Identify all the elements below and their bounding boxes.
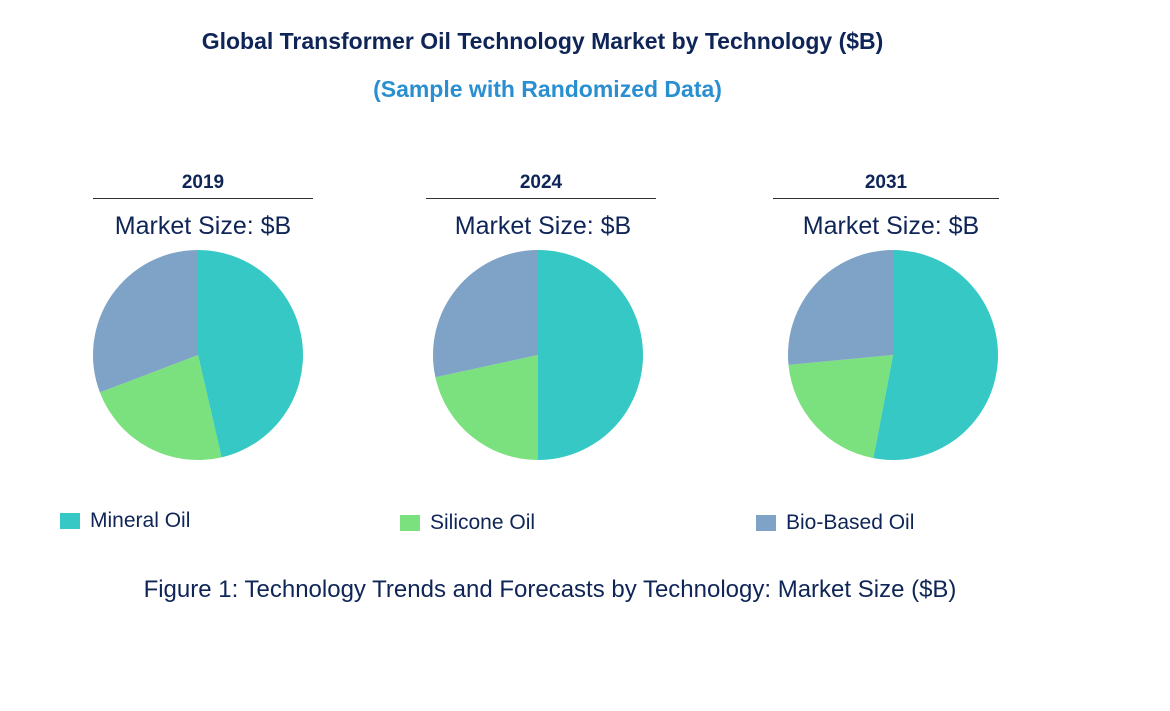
legend-swatch: [400, 515, 420, 531]
chart-title: Global Transformer Oil Technology Market…: [201, 28, 884, 54]
market-size-label-2031: Market Size: $B: [802, 212, 980, 240]
market-size-label-2024: Market Size: $B: [454, 212, 632, 240]
pie-slice-2019-mineral-oil: [198, 250, 304, 458]
pie-slice-2031-bio-based-oil: [788, 250, 893, 365]
legend-bio-based-oil: Bio-Based Oil: [756, 511, 914, 535]
figure-caption: Figure 1: Technology Trends and Forecast…: [143, 576, 957, 603]
legend-label: Silicone Oil: [430, 511, 536, 534]
legend-swatch: [756, 515, 776, 531]
pie-slice-2024-silicone-oil: [435, 355, 538, 460]
legend-swatch: [60, 513, 80, 529]
legend-mineral-oil: Mineral Oil: [60, 509, 190, 533]
pie-slice-2019-bio-based-oil: [92, 250, 198, 393]
legend-label: Bio-Based Oil: [786, 511, 915, 534]
chart-subtitle: (Sample with Randomized Data): [373, 76, 722, 102]
pie-slice-2024-bio-based-oil: [433, 250, 538, 378]
pie-year-2031: 2031: [773, 172, 999, 199]
legend-silicone-oil: Silicone Oil: [400, 511, 535, 535]
pie-slice-2019-silicone-oil: [99, 355, 222, 460]
legend-label: Mineral Oil: [90, 509, 191, 532]
pie-slice-2031-mineral-oil: [873, 250, 998, 460]
pie-year-2019: 2019: [93, 172, 313, 199]
pie-slice-2031-silicone-oil: [788, 355, 893, 459]
market-size-label-2019: Market Size: $B: [114, 212, 292, 240]
pie-year-2024: 2024: [426, 172, 656, 199]
pie-slice-2024-mineral-oil: [538, 250, 643, 460]
